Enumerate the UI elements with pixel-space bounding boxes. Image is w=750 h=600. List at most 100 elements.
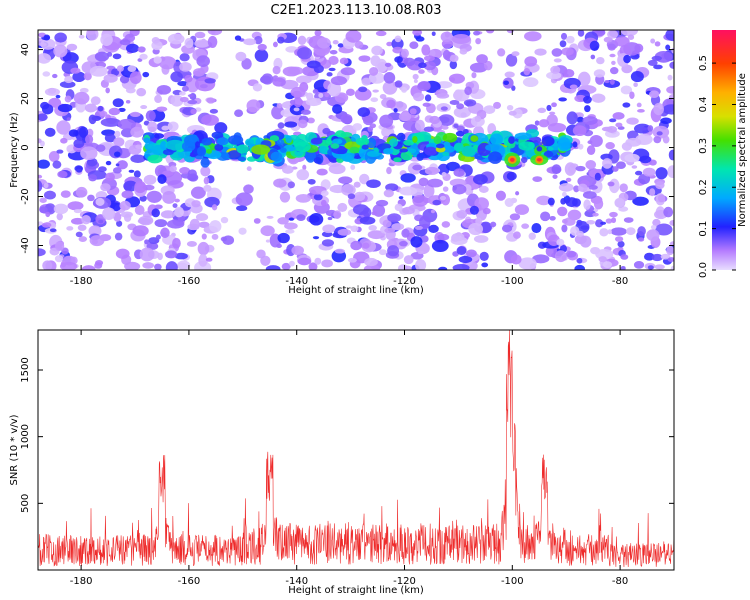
heatmap-cell: [203, 176, 210, 185]
heatmap-cell: [321, 259, 333, 268]
heatmap-cell: [179, 53, 190, 62]
heatmap-cell: [153, 56, 162, 64]
heatmap-cell: [605, 218, 613, 224]
heatmap-cell: [72, 71, 86, 83]
heatmap-cell: [279, 147, 287, 153]
heatmap-cell: [265, 239, 271, 243]
heatmap-cell: [588, 185, 598, 190]
heatmap-cell: [198, 221, 210, 228]
heatmap-cell: [440, 106, 448, 111]
heatmap-cell: [585, 160, 597, 170]
heatmap-cell: [99, 110, 108, 117]
heatmap-cell: [321, 239, 335, 247]
heatmap-cell: [509, 157, 515, 162]
heatmap-cell: [523, 68, 531, 76]
heatmap-cell: [203, 184, 212, 192]
heatmap-cell: [266, 215, 274, 219]
snr-panel: -180 -160 -140 -120 -100 -80 500 1000 1500 Heig…: [9, 329, 675, 596]
heatmap-cell: [162, 191, 176, 204]
heatmap-cell: [322, 224, 336, 234]
heatmap-cell: [95, 144, 106, 152]
heatmap-cell: [54, 32, 67, 43]
heatmap-cell: [285, 135, 292, 144]
heatmap-cell: [214, 144, 224, 151]
colorbar: 0.0 0.1 0.2 0.3 0.4 0.5 Normalized spectral a…: [698, 30, 748, 278]
heatmap-cell: [341, 183, 356, 196]
heatmap-cell: [474, 197, 489, 211]
heatmap-cell: [108, 107, 121, 116]
heatmap-cell: [162, 170, 174, 177]
heatmap-cell: [297, 257, 312, 266]
heatmap-cell: [456, 209, 468, 219]
heatmap-cell: [572, 141, 578, 148]
heatmap-cell: [401, 87, 408, 93]
heatmap-cell: [512, 108, 523, 119]
heatmap-cell: [81, 265, 96, 270]
heatmap-cell: [574, 264, 585, 270]
heatmap-cell: [314, 31, 321, 37]
heatmap-cell: [143, 137, 151, 143]
heatmap-cell: [354, 41, 364, 49]
heatmap-cell: [167, 33, 185, 45]
heatmap-cell: [403, 265, 412, 270]
heatmap-cell: [566, 35, 575, 44]
heatmap-cell: [367, 230, 386, 240]
heatmap-cell: [583, 199, 591, 210]
heatmap-cell: [237, 156, 246, 162]
heatmap-cell: [431, 239, 449, 252]
heatmap-cell: [626, 117, 639, 125]
heatmap-cell: [333, 210, 342, 219]
heatmap-cell: [399, 148, 409, 153]
heatmap-cell: [127, 176, 135, 182]
heatmap-cell: [607, 229, 612, 235]
heatmap-cell: [453, 106, 472, 118]
heatmap-cell: [54, 241, 65, 252]
heatmap-cell: [288, 260, 295, 267]
heatmap-cell: [194, 39, 210, 48]
heatmap-cell: [38, 180, 43, 192]
heatmap-cell: [238, 227, 247, 235]
heatmap-cell: [160, 140, 168, 150]
heatmap-cell: [38, 138, 42, 144]
heatmap-cell: [158, 56, 177, 70]
heatmap-cell: [288, 217, 295, 221]
heatmap-cell: [609, 53, 616, 58]
heatmap-cell: [117, 160, 128, 170]
heatmap-cell: [167, 121, 179, 132]
heatmap-cell: [196, 55, 210, 68]
heatmap-cell: [428, 224, 439, 233]
heatmap-cell: [479, 251, 489, 261]
heatmap-cell: [161, 125, 170, 131]
heatmap-cell: [459, 48, 468, 55]
heatmap-cell: [145, 110, 156, 122]
heatmap-cell: [181, 85, 189, 92]
heatmap-cell: [514, 132, 532, 140]
heatmap-cell: [522, 77, 539, 87]
heatmap-cell: [68, 129, 79, 137]
heatmap-cell: [271, 105, 285, 120]
heatmap-cell: [418, 69, 425, 74]
heatmap-cell: [289, 99, 296, 105]
heatmap-cell: [451, 232, 465, 242]
heatmap-cell: [288, 146, 296, 152]
heatmap-cell: [116, 220, 123, 227]
heatmap-cell: [549, 111, 556, 115]
heatmap-cell: [366, 137, 377, 149]
heatmap-cell: [414, 119, 425, 131]
heatmap-cell: [251, 144, 271, 155]
heatmap-cell: [157, 174, 167, 184]
heatmap-cell: [587, 140, 593, 145]
heatmap-cell: [429, 49, 436, 58]
heatmap-cell: [42, 260, 53, 270]
heatmap-cell: [73, 91, 90, 105]
x-tick-label: -140: [285, 276, 308, 287]
heatmap-cell: [538, 119, 550, 128]
heatmap-cell: [513, 231, 521, 239]
heatmap-cell: [307, 178, 316, 185]
heatmap-cell: [285, 229, 295, 234]
heatmap-cell: [394, 56, 403, 63]
heatmap-cell: [383, 148, 394, 155]
heatmap-cell: [312, 88, 319, 94]
heatmap-cell: [100, 183, 111, 192]
heatmap-cell: [190, 108, 197, 115]
